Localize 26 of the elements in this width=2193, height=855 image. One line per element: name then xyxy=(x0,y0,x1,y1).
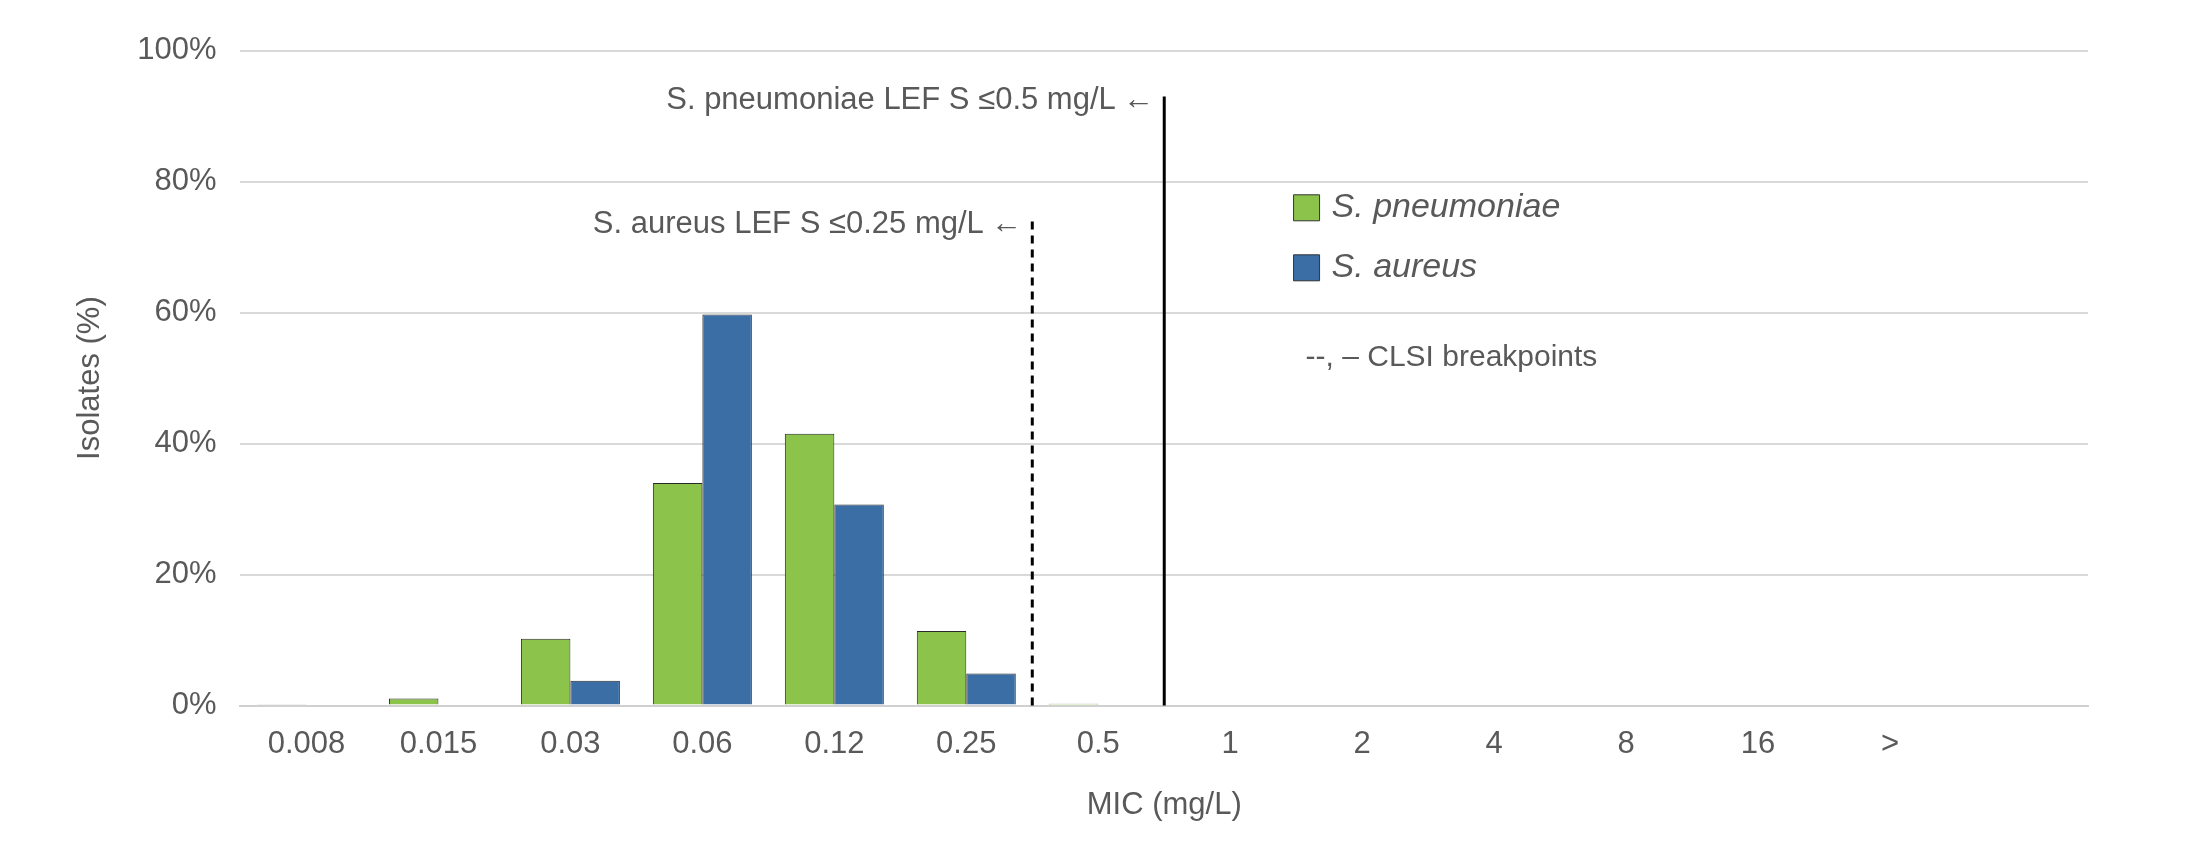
legend-label: S. aureus xyxy=(1331,246,1478,285)
y-tick-label: 60% xyxy=(154,293,217,329)
legend-label: S. pneumoniae xyxy=(1331,186,1561,225)
x-tick-label: > xyxy=(1881,724,1900,760)
x-tick-label: 2 xyxy=(1353,724,1371,760)
x-tick-label: 0.5 xyxy=(1076,724,1120,760)
y-axis-title: Isolates (%) xyxy=(71,296,107,460)
x-tick-label: 8 xyxy=(1617,724,1635,760)
x-tick-label: 0.25 xyxy=(936,724,997,760)
y-tick-label: 20% xyxy=(154,555,217,591)
x-tick-label: 0.015 xyxy=(399,724,478,760)
x-tick-label: 0.06 xyxy=(672,724,733,760)
x-tick-label: 1 xyxy=(1221,724,1239,760)
x-tick-label: 0.008 xyxy=(267,724,346,760)
ref-line-label: S. pneumoniae LEF S ≤0.5 mg/L ← xyxy=(666,81,1155,116)
y-tick-label: 40% xyxy=(154,424,217,460)
y-tick-label: 0% xyxy=(171,686,217,722)
x-tick-label: 4 xyxy=(1485,724,1503,760)
x-tick-label: 0.12 xyxy=(804,724,865,760)
x-tick-label: 16 xyxy=(1740,724,1776,760)
x-axis-title: MIC (mg/L) xyxy=(1086,785,1242,821)
y-tick-label: 80% xyxy=(154,162,217,198)
y-tick-label: 100% xyxy=(137,31,217,67)
ref-line-label: S. aureus LEF S ≤0.25 mg/L ← xyxy=(592,205,1023,241)
x-tick-label: 0.03 xyxy=(540,724,601,760)
annotation: --, – CLSI breakpoints xyxy=(1305,339,1598,373)
